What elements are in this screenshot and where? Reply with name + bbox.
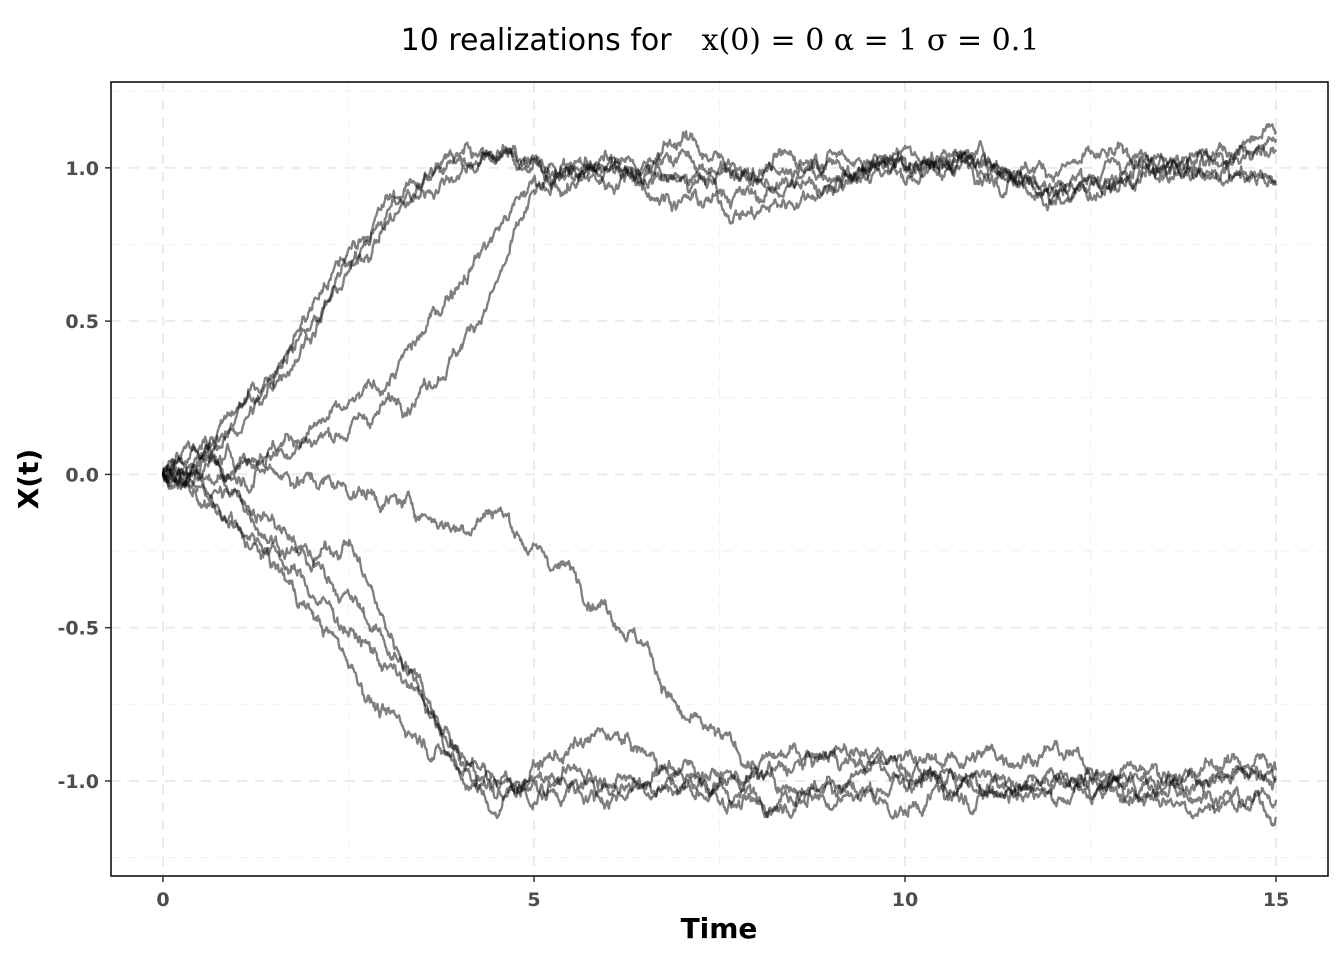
x-axis-title: Time [681, 912, 758, 945]
series-line-7 [161, 468, 1278, 827]
x-axis-ticks: 0 5 10 15 [156, 876, 1289, 911]
series-lines [161, 122, 1278, 827]
chart-title: 10 realizations for x(0) = 0 α = 1 σ = 0… [401, 23, 1040, 58]
series-line-9 [161, 465, 1278, 820]
x-tick-label: 0 [156, 889, 169, 911]
y-tick-label: -0.5 [57, 618, 99, 640]
y-tick-label: 0.5 [65, 311, 99, 333]
x-tick-label: 15 [1263, 889, 1289, 911]
chart-title-math: x(0) = 0 α = 1 σ = 0.1 [702, 23, 1040, 58]
x-tick-label: 5 [527, 889, 540, 911]
y-tick-label: 0.0 [65, 464, 99, 486]
chart-title-text: 10 realizations for [401, 23, 673, 58]
series-line-2 [161, 122, 1278, 483]
y-tick-label: -1.0 [57, 771, 99, 793]
series-line-5 [162, 147, 1278, 488]
plot-panel-border [110, 81, 1329, 877]
series-line-10 [161, 469, 1278, 820]
x-tick-label: 10 [892, 889, 918, 911]
y-axis-title: X(t) [12, 449, 45, 510]
y-axis-ticks: -1.0 -0.5 0.0 0.5 1.0 [57, 158, 111, 793]
y-tick-label: 1.0 [65, 158, 99, 180]
series-line-4 [161, 143, 1278, 483]
grid [111, 82, 1328, 876]
series-line-1 [161, 135, 1278, 475]
series-line-3 [161, 130, 1278, 475]
series-line-8 [161, 469, 1277, 812]
